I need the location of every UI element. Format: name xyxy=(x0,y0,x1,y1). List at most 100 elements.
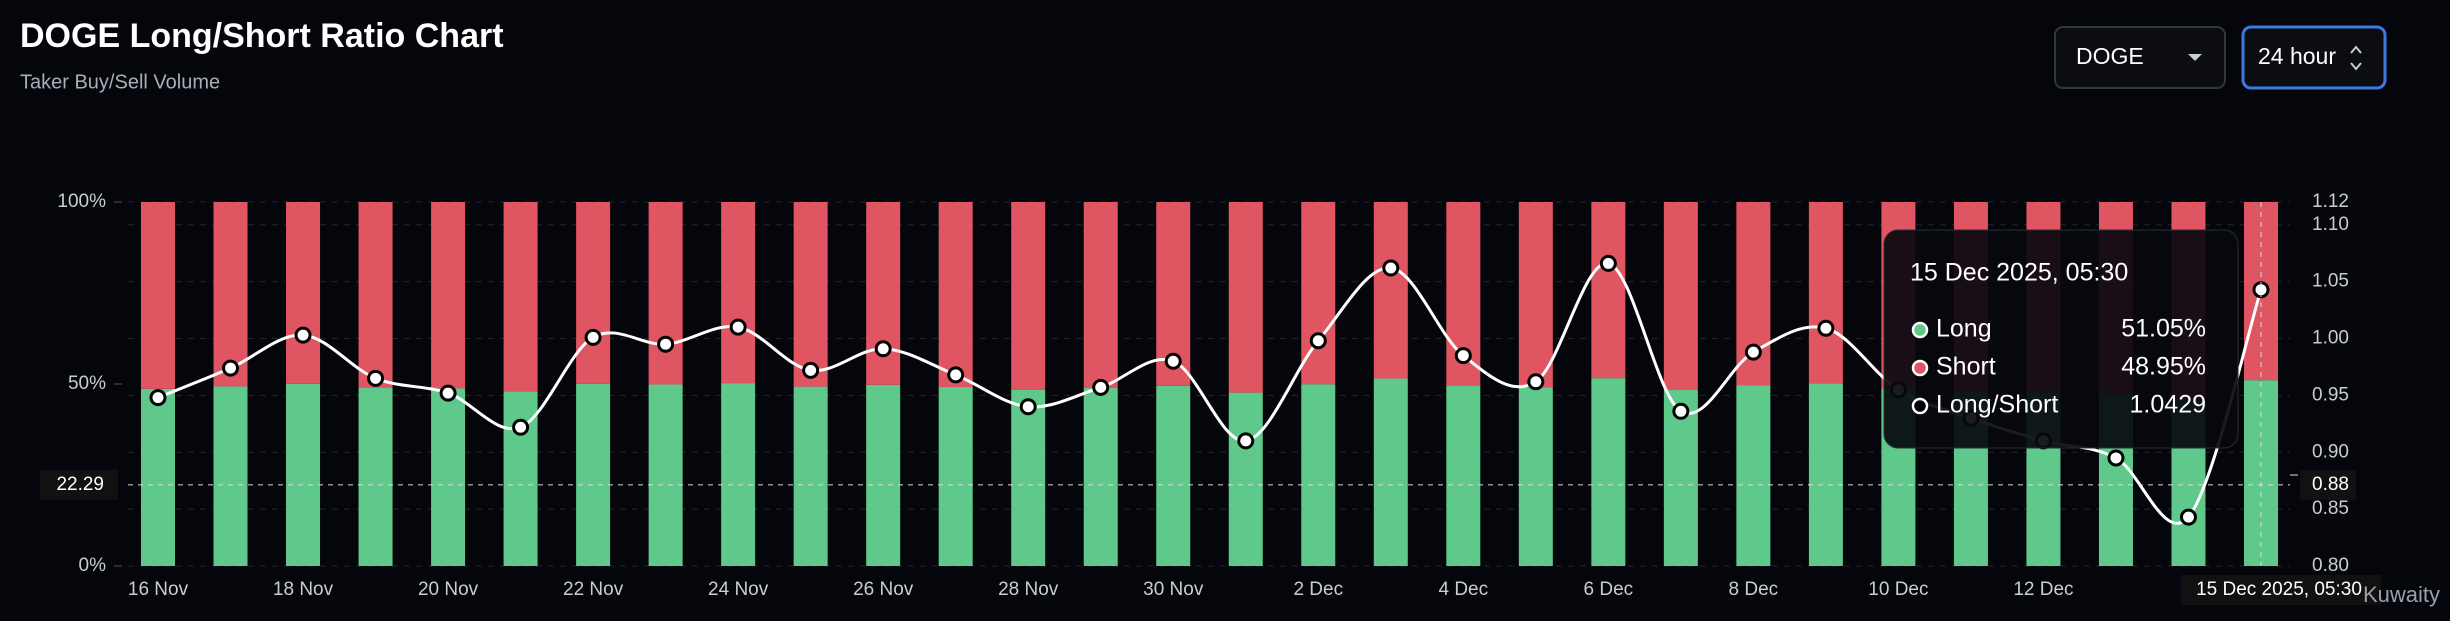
bar-segment xyxy=(1373,378,1408,566)
ratio-point xyxy=(1817,319,1835,337)
bar-segment xyxy=(1301,384,1336,566)
bar-segment xyxy=(213,386,248,566)
x-tick-label: 4 Dec xyxy=(1438,579,1488,600)
bar-segment xyxy=(141,388,175,566)
dropdown-caret xyxy=(2188,54,2202,61)
ratio-point xyxy=(2179,508,2197,526)
ratio-point xyxy=(439,384,457,402)
bar-segment xyxy=(1301,202,1336,385)
crosshair-y-label: 22.29 xyxy=(56,474,104,495)
highlight-x-label: 15 Dec 2025, 05:30 xyxy=(2196,579,2362,600)
y2-tick-label: 1.05 xyxy=(2312,271,2349,292)
tooltip-row-value: 51.05% xyxy=(2121,315,2206,343)
x-tick-label: 10 Dec xyxy=(1868,579,1928,600)
plot-area: 0.80 0.85 0.90 0.95 1.00 1.05 1.101.12 0% 50% 100… xyxy=(40,191,2381,605)
bar-segment xyxy=(793,202,828,387)
bar-segment xyxy=(1736,385,1771,566)
bar-segment xyxy=(721,202,756,384)
bar-segment xyxy=(213,202,248,387)
tooltip-row-name: Long/Short xyxy=(1936,391,2058,419)
tooltip: 15 Dec 2025, 05:30 Long 51.05% Short 48.95% L… xyxy=(1883,229,2239,449)
bar-segment xyxy=(1011,202,1046,390)
bar-segment xyxy=(286,383,321,566)
ratio-point xyxy=(874,340,892,358)
bar-segment xyxy=(793,386,828,566)
y2-tick-label: 1.12 xyxy=(2312,191,2349,212)
ratio-point xyxy=(1527,373,1545,391)
interval-select[interactable] xyxy=(2241,25,2387,90)
symbol-select[interactable] xyxy=(2054,26,2226,89)
bar-segment xyxy=(1083,388,1118,566)
symbol-select-label: DOGE xyxy=(2076,43,2144,69)
bar-segment xyxy=(1591,378,1626,566)
crosshair-y-badge xyxy=(40,469,118,500)
tooltip-swatch xyxy=(1911,321,1929,339)
x-tick-label: 26 Nov xyxy=(853,579,914,600)
crosshair-y2-label: 0.88 xyxy=(2312,474,2349,495)
x-tick-label: 24 Nov xyxy=(708,579,769,600)
x-tick-label: 8 Dec xyxy=(1729,579,1779,600)
x-tick-label: 12 Dec xyxy=(2013,579,2073,600)
y2-tick-label: 0.80 xyxy=(2312,555,2349,576)
bar-segment xyxy=(938,386,973,566)
tooltip-swatch xyxy=(1911,359,1929,377)
tooltip-row-value: 1.0429 xyxy=(2130,391,2206,419)
bar-segment xyxy=(1083,202,1118,389)
ratio-point xyxy=(1019,398,1037,416)
y2-tick-label: 1.10 xyxy=(2312,214,2349,235)
ratio-point xyxy=(1382,259,1400,277)
tooltip-row-name: Long xyxy=(1936,315,1992,343)
bar-segment xyxy=(866,384,901,566)
crosshair-y2-badge xyxy=(2300,469,2356,500)
y2-tick-label: 1.00 xyxy=(2312,328,2349,349)
bar-segment xyxy=(1228,392,1263,566)
ratio-point xyxy=(1237,432,1255,450)
ratio-point xyxy=(512,418,530,436)
bar-segment xyxy=(938,202,973,387)
x-tick-label: 30 Nov xyxy=(1143,579,1204,600)
bar-segment xyxy=(576,202,611,384)
y-tick-label: 100% xyxy=(57,191,106,212)
ratio-point xyxy=(947,366,965,384)
bar-segment xyxy=(1373,202,1408,379)
ratio-point xyxy=(802,361,820,379)
ratio-point xyxy=(149,389,167,407)
tooltip-row-name: Short xyxy=(1936,353,1996,381)
bar-segment xyxy=(1156,385,1191,566)
y-tick-label: 50% xyxy=(68,373,106,394)
tooltip-box xyxy=(1883,229,2239,449)
x-tick-label: 6 Dec xyxy=(1584,579,1634,600)
bar-segment xyxy=(1518,202,1553,388)
bar-segment xyxy=(721,383,756,566)
bar-segment xyxy=(431,202,466,389)
ratio-point xyxy=(2107,449,2125,467)
bar-segment xyxy=(141,202,175,389)
bar-segment xyxy=(1446,385,1481,566)
bar-segment xyxy=(358,202,393,388)
bar-segment xyxy=(1663,202,1698,391)
ratio-point xyxy=(1672,402,1690,420)
bar-segment xyxy=(648,202,683,385)
ratio-point xyxy=(222,359,240,377)
bar-segment xyxy=(648,384,683,566)
interval-select-label: 24 hour xyxy=(2258,43,2336,69)
bar-segment xyxy=(1808,202,1843,384)
chart-title: DOGE Long/Short Ratio Chart xyxy=(20,17,504,55)
x-tick-label: 16 Nov xyxy=(128,579,189,600)
bar-segment xyxy=(286,202,321,384)
tooltip-swatch xyxy=(1911,397,1929,415)
y-tick-label: 0% xyxy=(79,555,107,576)
tooltip-title: 15 Dec 2025, 05:30 xyxy=(1910,259,2128,287)
y2-tick-label: 0.85 xyxy=(2312,498,2349,519)
bar-segment xyxy=(576,383,611,566)
x-tick-label: 22 Nov xyxy=(563,579,624,600)
ratio-point xyxy=(1309,332,1327,350)
tooltip-row-value: 48.95% xyxy=(2121,353,2206,381)
bar-segment xyxy=(358,387,393,566)
ratio-point xyxy=(729,318,747,336)
x-tick-label: 18 Nov xyxy=(273,579,334,600)
bar-segment xyxy=(866,202,901,385)
spinner-icon xyxy=(2350,45,2362,71)
y2-tick-label: 0.90 xyxy=(2312,441,2349,462)
x-tick-label: 2 Dec xyxy=(1293,579,1343,600)
